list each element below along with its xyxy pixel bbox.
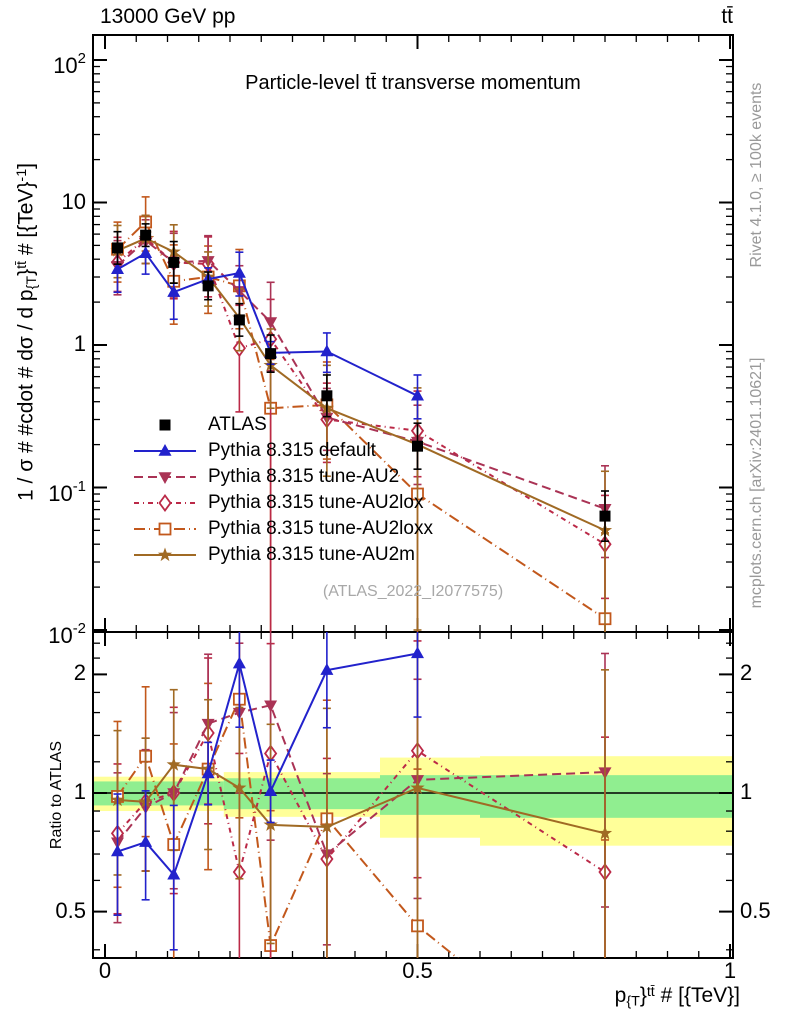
ratio-panel-frame [92, 631, 734, 959]
green-band-segment [380, 775, 480, 815]
legend-item-au2m: Pythia 8.315 tune-AU2m [134, 542, 433, 568]
legend-label: Pythia 8.315 tune-AU2 [208, 466, 400, 487]
legend-marker-star-icon [134, 547, 196, 562]
legend-marker-diamond-open-icon [134, 494, 196, 512]
x-tick-label: 1 [723, 958, 737, 983]
rivet-version-note: Rivet 4.1.0, ≥ 100k events [748, 82, 765, 268]
legend-label: ATLAS [208, 414, 267, 435]
legend: ATLAS Pythia 8.315 default Pythia 8.315 tu… [134, 412, 433, 568]
ratio-y-tick-label-right: 0.5 [740, 897, 771, 923]
x-tick-label: 0.5 [402, 958, 433, 983]
mcplots-citation-note: mcplots.cern.ch [arXiv:2401.10621] [748, 357, 765, 609]
legend-label: Pythia 8.315 tune-AU2lox [208, 492, 424, 513]
main-series-default [111, 233, 424, 420]
x-tick-label: 0 [98, 958, 112, 983]
legend-item-atlas: ATLAS [134, 412, 433, 438]
legend-marker-square-open-icon [134, 522, 196, 536]
ratio-y-tick-label-left: 2 [73, 660, 86, 686]
legend-item-default: Pythia 8.315 default [134, 438, 433, 464]
ratio-y-tick-label-left: 0.5 [55, 897, 86, 923]
legend-marker-triangle-down-icon [134, 472, 196, 484]
beam-energy-label: 13000 GeV pp [100, 5, 236, 28]
legend-label: Pythia 8.315 tune-AU2loxx [208, 518, 433, 539]
legend-marker-triangle-up-icon [134, 444, 196, 456]
legend-item-au2: Pythia 8.315 tune-AU2 [134, 464, 433, 490]
main-y-tick-label: 10-2 [48, 620, 86, 648]
ratio-series-default [111, 632, 424, 951]
main-y-tick-label: 10-1 [48, 477, 86, 506]
axis-ticks [93, 35, 733, 958]
legend-label: Pythia 8.315 tune-AU2m [208, 544, 416, 565]
legend-marker-square-icon [159, 419, 171, 431]
x-axis-title: p{T}tt̄ # [{TeV}] [614, 984, 740, 1010]
ratio-y-tick-label-right: 2 [740, 660, 753, 686]
process-label: tt̄ [721, 5, 733, 28]
plot-title: Particle-level tt̄ transverse momentum [245, 72, 581, 94]
analysis-id-watermark: (ATLAS_2022_I2077575) [322, 583, 504, 600]
ratio-y-tick-label-right: 1 [740, 779, 753, 804]
legend-item-au2loxx: Pythia 8.315 tune-AU2loxx [134, 516, 433, 542]
main-y-tick-label: 10 [61, 188, 86, 214]
legend-label: Pythia 8.315 default [208, 440, 376, 461]
legend-item-au2lox: Pythia 8.315 tune-AU2lox [134, 490, 433, 516]
main-y-tick-label: 102 [53, 50, 86, 78]
main-y-tick-label: 1 [73, 331, 86, 356]
main-series-atlas [112, 223, 611, 542]
ratio-y-tick-label-left: 1 [73, 779, 86, 804]
green-band-segment [480, 775, 733, 818]
